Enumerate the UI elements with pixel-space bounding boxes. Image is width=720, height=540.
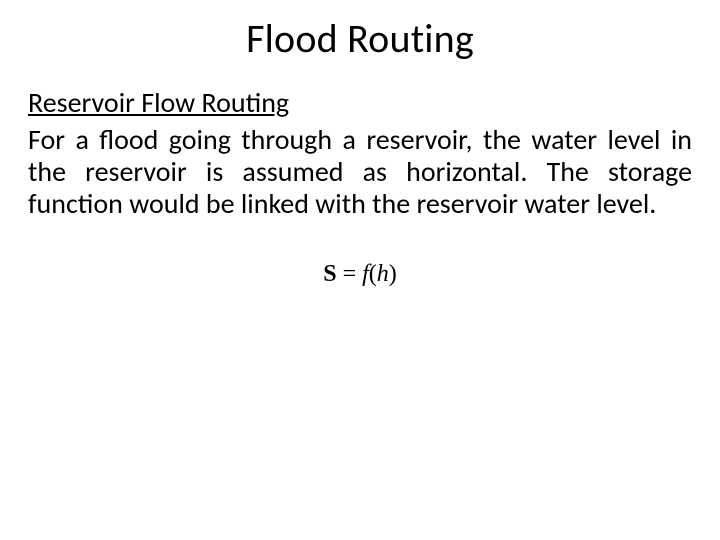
page-title: Flood Routing	[28, 14, 692, 63]
equation-func: f	[362, 261, 369, 287]
equation-eq: =	[337, 261, 363, 287]
equation-container: S = f(h)	[28, 257, 692, 292]
equation: S = f(h)	[313, 257, 407, 292]
section-subheading: Reservoir Flow Routing	[28, 85, 692, 120]
equation-arg: h	[377, 261, 389, 287]
body-paragraph: For a flood going through a reservoir, t…	[28, 124, 692, 221]
equation-lhs: S	[323, 261, 336, 287]
equation-open: (	[369, 261, 377, 287]
slide: Flood Routing Reservoir Flow Routing For…	[0, 0, 720, 540]
equation-close: )	[389, 261, 397, 287]
